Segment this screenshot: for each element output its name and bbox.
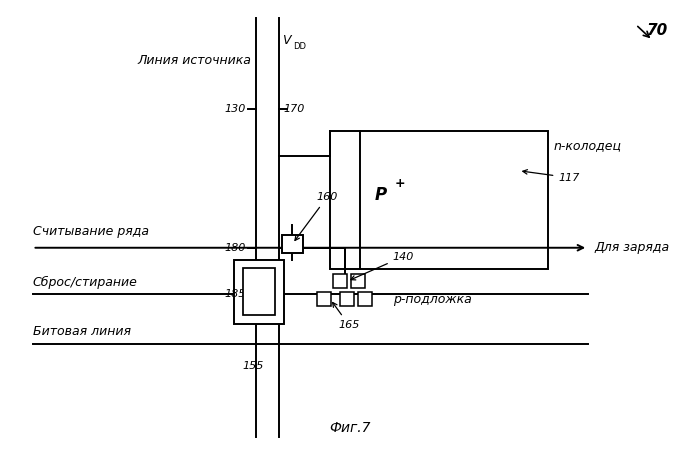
Text: Для заряда: Для заряда (594, 241, 669, 254)
Text: 185: 185 (225, 289, 246, 299)
Bar (317, 292, 331, 306)
Bar (351, 274, 365, 288)
Text: 70: 70 (647, 23, 668, 38)
Text: +: + (395, 177, 405, 190)
Bar (340, 292, 354, 306)
Text: р-подложка: р-подложка (393, 293, 471, 306)
Text: 165: 165 (332, 303, 360, 330)
Text: Линия источника: Линия источника (137, 54, 251, 66)
Text: 130: 130 (225, 105, 246, 115)
Text: Фиг.7: Фиг.7 (329, 420, 371, 435)
Text: P: P (374, 187, 387, 204)
Text: V: V (281, 34, 290, 47)
Text: n-колодец: n-колодец (554, 140, 622, 152)
Text: Сброс/стирание: Сброс/стирание (32, 276, 137, 289)
Text: 140: 140 (351, 252, 414, 280)
Bar (333, 274, 347, 288)
Text: 170: 170 (284, 105, 305, 115)
Text: 117: 117 (523, 170, 580, 182)
Text: Считывание ряда: Считывание ряда (32, 225, 148, 238)
Bar (234, 260, 284, 324)
Text: Битовая линия: Битовая линия (32, 325, 130, 338)
Bar (243, 268, 274, 315)
Bar (358, 292, 372, 306)
Text: DD: DD (293, 42, 307, 51)
Bar (330, 131, 548, 269)
Text: 180: 180 (225, 243, 246, 253)
Text: 160: 160 (295, 192, 337, 240)
Bar (281, 235, 303, 253)
Text: 155: 155 (242, 361, 263, 371)
